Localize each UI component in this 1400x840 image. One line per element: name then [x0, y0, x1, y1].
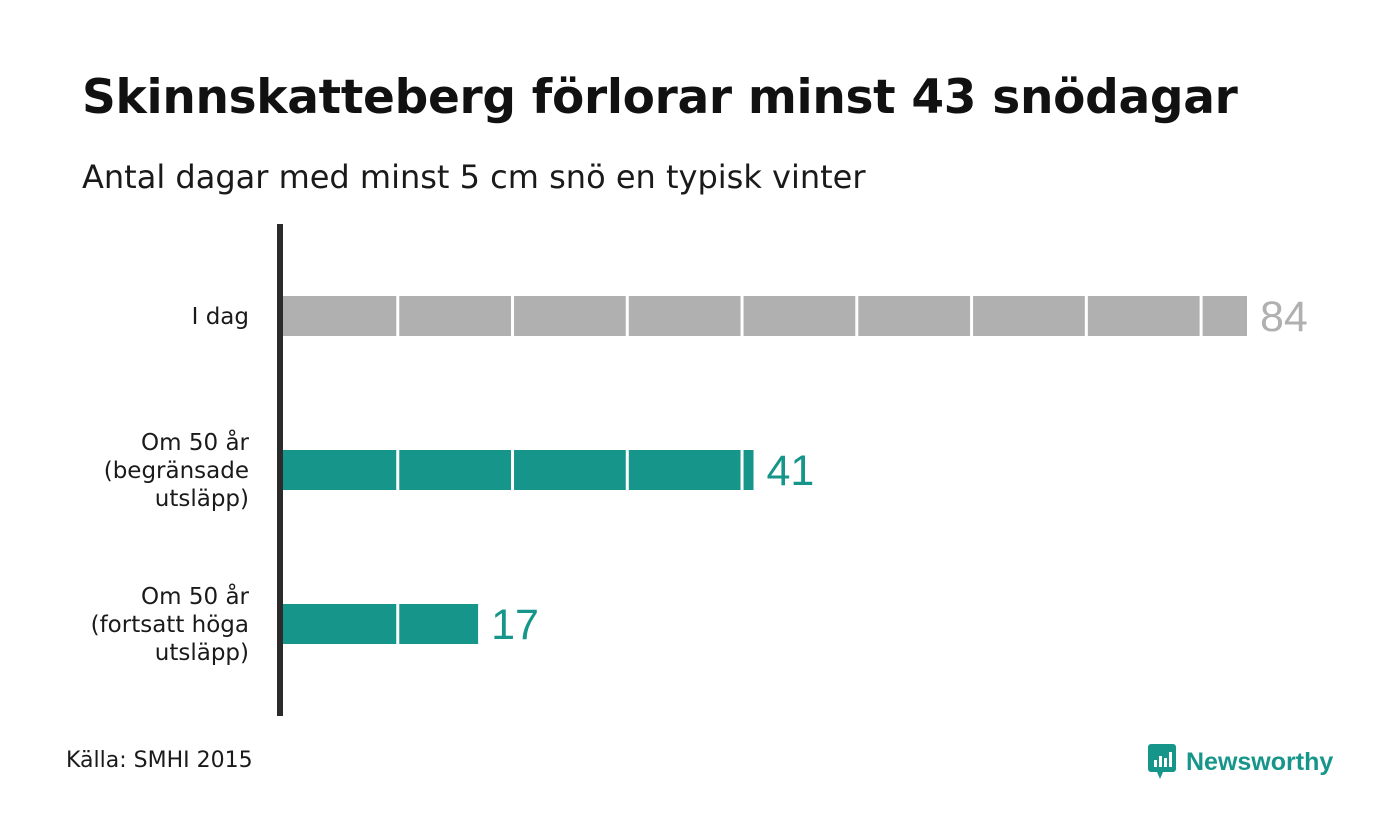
source-note: Källa: SMHI 2015 — [66, 748, 253, 773]
bar-segment-divider — [511, 296, 515, 336]
chart-subtitle: Antal dagar med minst 5 cm snö en typisk… — [82, 158, 866, 196]
bar-segment-divider — [511, 450, 515, 490]
bar-segment-divider — [970, 296, 974, 336]
bar-chart-speech-bubble-icon — [1148, 744, 1176, 779]
newsworthy-logo: Newsworthy — [1148, 744, 1333, 780]
bar-segment-divider — [396, 604, 400, 644]
category-label: (fortsatt höga — [91, 612, 249, 638]
bar-segment-divider — [625, 296, 629, 336]
bar-segment-divider — [740, 450, 744, 490]
chart-title: Skinnskatteberg förlorar minst 43 snödag… — [82, 70, 1238, 125]
category-label: I dag — [192, 304, 249, 330]
category-label: Om 50 år — [141, 582, 249, 610]
value-label: 17 — [491, 601, 539, 649]
bar-segment-divider — [625, 450, 629, 490]
value-label: 41 — [767, 447, 815, 495]
category-label: utsläpp) — [155, 486, 249, 512]
bar-segment-divider — [1084, 296, 1088, 336]
category-label: utsläpp) — [155, 640, 249, 666]
bar-segment-divider — [396, 296, 400, 336]
bar — [283, 604, 479, 644]
value-label: 84 — [1260, 293, 1308, 341]
bar-segment-divider — [1199, 296, 1203, 336]
brand-name: Newsworthy — [1186, 747, 1334, 776]
y-axis-line — [277, 224, 283, 716]
category-label: Om 50 år — [141, 428, 249, 456]
bar-segment-divider — [855, 296, 859, 336]
bar — [283, 296, 1247, 336]
bar — [283, 450, 754, 490]
category-label: (begränsade — [104, 458, 249, 484]
bar-segment-divider — [396, 450, 400, 490]
bar-segment-divider — [740, 296, 744, 336]
